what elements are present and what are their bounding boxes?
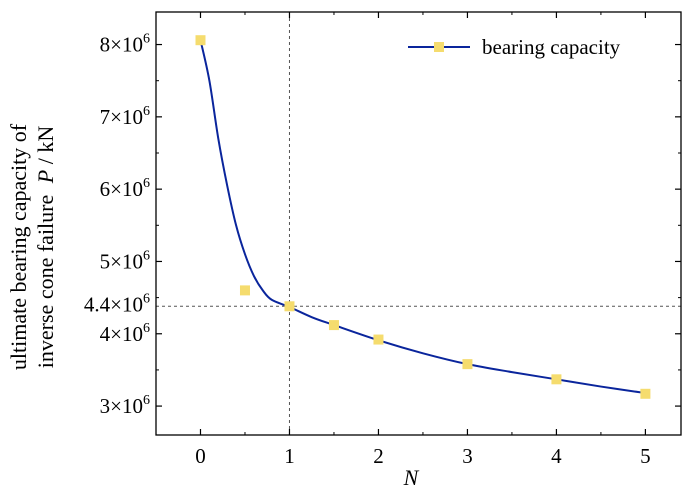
y-tick-label: 5×106 (100, 248, 150, 273)
y-tick-label-exponent: 6 (143, 393, 150, 408)
reference-value-label-exponent: 6 (143, 291, 150, 306)
y-tick-label-mantissa: 7×10 (100, 105, 143, 129)
y-tick-label-exponent: 6 (143, 32, 150, 47)
legend-label: bearing capacity (482, 35, 621, 59)
x-axis-title: N (403, 465, 420, 490)
reference-value-label: 4.4×106 (84, 291, 150, 316)
x-tick-label: 4 (551, 444, 562, 468)
data-point-marker (551, 374, 562, 385)
y-axis-label-text: inverse cone failure (33, 195, 58, 368)
reference-value-label-mantissa: 4.4×10 (84, 292, 143, 316)
x-tick-label: 2 (373, 444, 384, 468)
data-point-marker (462, 359, 473, 370)
y-tick-label-exponent: 6 (143, 248, 150, 263)
x-tick-label: 5 (640, 444, 651, 468)
y-tick-label-mantissa: 5×10 (100, 249, 143, 273)
y-tick-label-mantissa: 6×10 (100, 177, 143, 201)
plot-frame (155, 11, 682, 436)
y-tick-label-exponent: 6 (143, 104, 150, 119)
axis-ticks: 0 1 2 3 4 53×1064×1065×1066×1067×1068×1064.4×… (84, 12, 681, 468)
data-point-marker (239, 285, 250, 296)
x-tick-label: 3 (462, 444, 473, 468)
x-tick-label: 1 (284, 444, 295, 468)
y-tick-label: 6×106 (100, 176, 150, 201)
data-point-marker (328, 320, 339, 331)
y-tick-label: 3×106 (100, 393, 150, 418)
y-tick-label-mantissa: 3×10 (100, 394, 143, 418)
y-tick-label: 7×106 (100, 104, 150, 129)
y-axis-label-line2: inverse cone failure P / kN (33, 126, 58, 369)
y-tick-label: 4×106 (100, 321, 150, 346)
fit-curve-layer (199, 39, 646, 395)
data-point-marker (195, 35, 206, 46)
y-tick-label-exponent: 6 (143, 176, 150, 191)
data-point-marker (373, 334, 384, 345)
y-tick-label-exponent: 6 (143, 321, 150, 336)
y-axis-label-variable: P (33, 170, 58, 184)
fit-curve-line (199, 39, 646, 395)
reference-lines (156, 12, 681, 435)
y-axis-label-line1: ultimate bearing capacity of (6, 123, 31, 370)
data-point-marker (284, 301, 295, 312)
data-point-marker (640, 388, 651, 399)
legend: bearing capacity (408, 35, 621, 59)
y-axis-label-unit: / kN (33, 126, 58, 165)
y-tick-label-mantissa: 8×10 (100, 33, 143, 57)
y-tick-label-mantissa: 4×10 (100, 322, 143, 346)
legend-marker-swatch (434, 42, 444, 52)
data-markers (195, 35, 651, 399)
y-tick-label: 8×106 (100, 32, 150, 57)
x-tick-label: 0 (195, 444, 206, 468)
y-axis-title: ultimate bearing capacity of inverse con… (6, 123, 58, 370)
x-axis-label: N (403, 465, 420, 490)
